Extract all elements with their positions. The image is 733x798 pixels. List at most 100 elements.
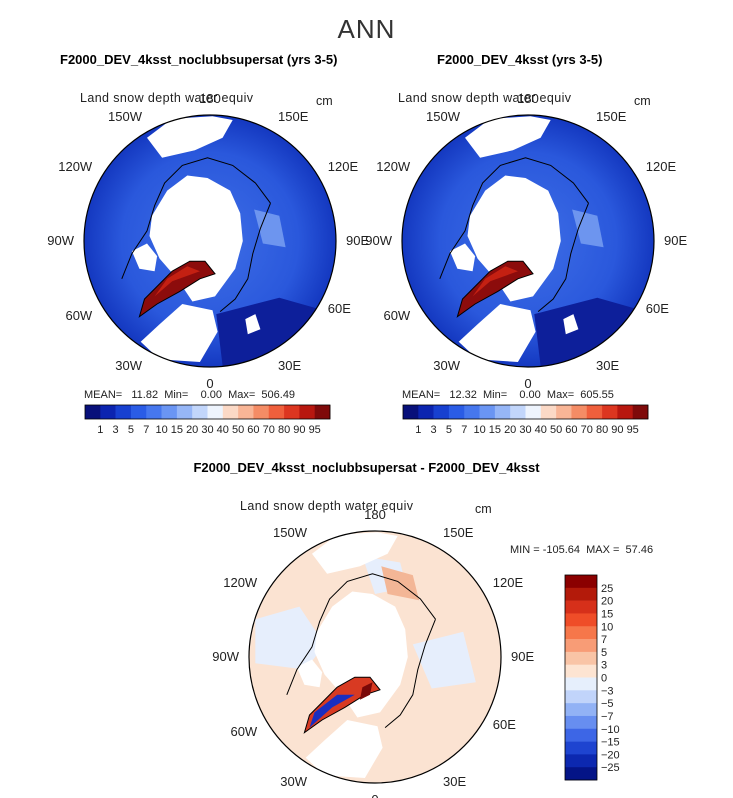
- colorbar-swatch-10: [565, 703, 597, 717]
- greenland-interior: [154, 266, 200, 297]
- colorbar-swatch-15: [632, 405, 649, 419]
- colorbar-swatch-12: [565, 728, 597, 742]
- coastline: [286, 573, 436, 695]
- panel1-title: F2000_DEV_4ksst_noclubbsupersat (yrs 3-5…: [60, 52, 338, 67]
- lon-label-10: 120W: [223, 575, 258, 590]
- colorbar-tick-10: −7: [601, 711, 614, 723]
- colorbar-tick-7: 0: [601, 673, 607, 685]
- lon-label-9: 90W: [365, 233, 392, 248]
- colorbar-tick-11: −10: [601, 724, 620, 736]
- colorbar-swatch-4: [464, 405, 480, 419]
- hudson-bay: [131, 243, 158, 272]
- lon-label-11: 150W: [273, 525, 308, 540]
- colorbar-tick-9: −5: [601, 698, 614, 710]
- lon-label-6: 0: [371, 792, 378, 798]
- lon-label-11: 150W: [426, 109, 461, 124]
- baltic-sea: [245, 314, 261, 335]
- colorbar-swatch-14: [617, 405, 633, 419]
- colorbar-swatch-9: [222, 405, 239, 419]
- colorbar-swatch-8: [207, 405, 224, 419]
- colorbar-tick-13: 90: [611, 424, 623, 436]
- lon-label-5: 30E: [278, 358, 301, 373]
- lon-label-8: 60W: [230, 724, 257, 739]
- ocean-pacific: [312, 532, 398, 574]
- colorbar-swatch-1: [565, 587, 597, 601]
- lon-label-6: 0: [206, 376, 213, 391]
- colorbar-tick-12: 80: [278, 424, 290, 436]
- lon-label-0: 180: [517, 91, 539, 106]
- coastline-2: [537, 203, 589, 312]
- colorbar-tick-12: 80: [596, 424, 608, 436]
- colorbar-tick-7: 30: [519, 424, 531, 436]
- panel1-polar-map: 180 150E 120E 90E 60E 30E 0 30W 60W 90W 120W 150W: [47, 91, 369, 391]
- colorbar-frame: [84, 404, 331, 420]
- greenland-negative-part: [309, 694, 355, 728]
- colorbar-tick-1: 3: [431, 424, 437, 436]
- colorbar-swatch-5: [479, 405, 496, 419]
- colorbar-swatch-0: [565, 575, 597, 589]
- hudson-bay: [449, 243, 476, 272]
- colorbar-swatch-8: [525, 405, 542, 419]
- colorbar-tick-5: 5: [601, 647, 607, 659]
- lon-label-2: 120E: [646, 159, 677, 174]
- colorbar-tick-10: 60: [565, 424, 577, 436]
- colorbar-swatch-2: [115, 405, 132, 419]
- colorbar-swatch-15: [314, 405, 331, 419]
- colorbar-swatch-1: [100, 405, 116, 419]
- colorbar-tick-11: 70: [581, 424, 593, 436]
- lon-label-9: 90W: [47, 233, 74, 248]
- colorbar-swatch-8: [565, 677, 597, 691]
- panel2-stats: MEAN= 12.32 Min= 0.00 Max= 605.55: [402, 389, 614, 401]
- colorbar-swatch-10: [238, 405, 254, 419]
- lon-label-8: 60W: [383, 308, 410, 323]
- colorbar-tick-8: −3: [601, 685, 614, 697]
- colorbar-tick-3: 10: [601, 621, 613, 633]
- colorbar-swatch-9: [540, 405, 557, 419]
- panel3-units: cm: [475, 502, 492, 516]
- baltic-sea: [563, 314, 579, 335]
- colorbar-tick-0: 25: [601, 583, 613, 595]
- lon-label-1: 150E: [443, 525, 474, 540]
- colorbar-tick-14: 95: [309, 424, 321, 436]
- colorbar-tick-6: 20: [504, 424, 516, 436]
- panel2-colorbar: 1 3 5 7 10 15 20 30 40 50 60 70 80 90 95: [402, 404, 649, 436]
- colorbar-swatch-12: [586, 405, 603, 419]
- light-snow-region: [572, 209, 604, 248]
- map-boundary: [248, 530, 502, 784]
- colorbar-tick-5: 15: [489, 424, 501, 436]
- lon-label-1: 150E: [596, 109, 627, 124]
- colorbar-swatch-2: [433, 405, 450, 419]
- panel1-units: cm: [316, 94, 333, 108]
- lon-label-6: 0: [524, 376, 531, 391]
- coastline-2: [219, 203, 271, 312]
- panel3-polar-map: 180 150E 120E 90E 60E 30E 0 30W 60W 90W 120W 150W: [212, 507, 534, 798]
- colorbar-swatch-0: [85, 405, 101, 419]
- panel2-title: F2000_DEV_4ksst (yrs 3-5): [437, 52, 603, 67]
- colorbar-tick-4: 7: [601, 634, 607, 646]
- panel2-polar-map: 180 150E 120E 90E 60E 30E 0 30W 60W 90W 120W 150W: [365, 91, 687, 391]
- colorbar-swatch-13: [602, 405, 618, 419]
- colorbar-swatch-6: [176, 405, 193, 419]
- colorbar-tick-5: 15: [171, 424, 183, 436]
- colorbar-swatch-14: [299, 405, 315, 419]
- lon-label-9: 90W: [212, 649, 239, 664]
- colorbar-swatch-15: [565, 767, 597, 781]
- ocean-pacific: [147, 116, 233, 158]
- lon-label-5: 30E: [596, 358, 619, 373]
- panel3-variable-label: Land snow depth water equiv: [240, 499, 414, 513]
- ocean-atlantic: [305, 720, 383, 778]
- colorbar-tick-3: 7: [461, 424, 467, 436]
- colorbar-tick-9: 50: [232, 424, 244, 436]
- panel3-stats: MIN = -105.64 MAX = 57.46: [510, 544, 654, 556]
- colorbar-tick-14: −25: [601, 762, 620, 774]
- colorbar-swatch-7: [192, 405, 208, 419]
- lon-label-7: 30W: [280, 774, 307, 789]
- panel2-units: cm: [634, 94, 651, 108]
- lon-label-4: 60E: [493, 717, 516, 732]
- greenland-difference: [303, 676, 381, 734]
- lon-label-1: 150E: [278, 109, 309, 124]
- lon-label-10: 120W: [376, 159, 411, 174]
- panel1-colorbar: 1 3 5 7 10 15 20 30 40 50 60 70 80 90 95: [84, 404, 331, 436]
- colorbar-swatch-14: [565, 754, 597, 768]
